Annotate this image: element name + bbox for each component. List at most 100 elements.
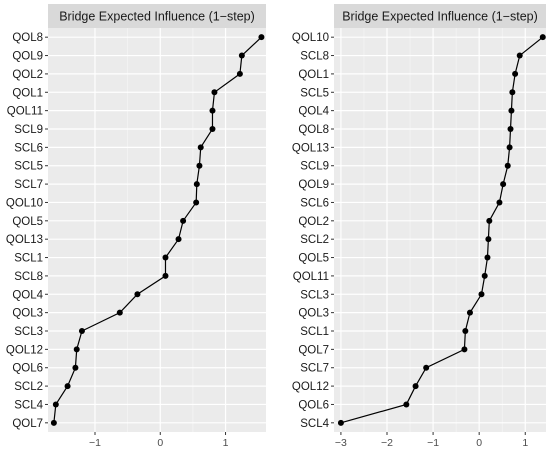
y-tick-label: QOL12 (292, 381, 329, 393)
data-point (512, 70, 519, 77)
y-tick-label: QOL1 (12, 87, 43, 99)
y-tick-label: SCL9 (14, 124, 43, 136)
panel-strip (48, 4, 266, 28)
y-tick-label: SCL8 (14, 271, 43, 283)
series-line (53, 36, 262, 423)
y-tick-label: SCL6 (300, 197, 329, 209)
y-tick-label: QOL6 (298, 399, 329, 411)
chart-panel-1: Bridge Expected Influence (1−step) −1 0 1 QO… (6, 4, 266, 449)
data-point (116, 309, 123, 316)
y-tick-label: QOL7 (12, 418, 43, 430)
y-tick-label: QOL4 (12, 289, 43, 301)
y-tick-label: QOL2 (12, 69, 43, 81)
data-point (211, 89, 218, 96)
x-tick-label: 0 (476, 437, 482, 449)
y-tick-label: QOL11 (293, 271, 329, 283)
x-tick-label: −2 (381, 437, 393, 449)
data-point (484, 254, 491, 261)
data-point (481, 272, 488, 279)
x-tick-label: −3 (335, 437, 347, 449)
data-point (508, 107, 515, 114)
data-point (485, 236, 492, 243)
y-tick-label: QOL3 (12, 308, 43, 320)
y-tick-label: SCL4 (300, 418, 329, 430)
y-tick-label: QOL9 (12, 51, 43, 63)
y-tick-label: SCL1 (14, 253, 43, 265)
data-point (134, 291, 141, 298)
x-tick-label: 0 (157, 437, 163, 449)
y-tick-label: QOL10 (292, 32, 329, 44)
data-point (197, 144, 204, 151)
data-point (496, 199, 503, 206)
y-tick-label: SCL5 (14, 161, 43, 173)
data-point (506, 144, 513, 151)
y-tick-label: SCL5 (300, 87, 329, 99)
data-point (486, 217, 493, 224)
y-tick-label: QOL12 (6, 344, 43, 356)
data-point (504, 162, 511, 169)
data-point (516, 52, 523, 59)
data-point (72, 364, 79, 371)
data-point (478, 291, 485, 298)
y-tick-label: QOL1 (298, 69, 329, 81)
data-point (193, 199, 200, 206)
y-tick-label: SCL2 (300, 234, 329, 246)
y-tick-label: SCL7 (14, 179, 43, 191)
y-tick-label: SCL9 (300, 161, 329, 173)
data-point (73, 346, 80, 353)
data-point (466, 309, 473, 316)
data-point (337, 419, 344, 426)
data-point (52, 401, 59, 408)
y-tick-label: QOL8 (298, 124, 329, 136)
y-tick-label: QOL11 (7, 106, 43, 118)
y-tick-label: SCL2 (14, 381, 43, 393)
y-tick-label: QOL5 (12, 216, 43, 228)
data-point (236, 70, 243, 77)
y-tick-label: QOL7 (298, 344, 329, 356)
data-point (423, 364, 430, 371)
data-point (462, 328, 469, 334)
y-tick-label: SCL1 (300, 326, 329, 338)
y-tick-label: QOL4 (298, 106, 329, 118)
data-point (412, 383, 419, 390)
panel-title: Bridge Expected Influence (1−step) (342, 10, 538, 24)
data-point (209, 126, 216, 132)
panel-strip (334, 4, 546, 28)
y-tick-label: SCL3 (300, 289, 329, 301)
y-tick-label: SCL6 (14, 142, 43, 154)
y-tick-label: QOL13 (292, 142, 329, 154)
data-point (162, 272, 169, 279)
data-point (162, 254, 169, 261)
data-point (403, 401, 410, 408)
plot-background (334, 28, 546, 432)
data-point (78, 328, 85, 334)
data-point (461, 346, 468, 353)
data-point (209, 107, 216, 114)
series-line (340, 36, 544, 424)
data-point (500, 181, 507, 188)
y-tick-label: QOL3 (298, 308, 329, 320)
data-point (509, 89, 516, 96)
y-tick-label: QOL9 (298, 179, 329, 191)
y-tick-label: SCL7 (300, 363, 329, 375)
y-tick-label: QOL10 (6, 197, 43, 209)
data-point (50, 419, 57, 426)
chart-panel-2: Bridge Expected Influence (1−step) −3 −2 −1… (292, 4, 546, 449)
data-point (180, 217, 187, 224)
data-point (193, 181, 200, 188)
data-point (175, 236, 182, 243)
data-point (196, 162, 203, 169)
x-tick-label: 1 (223, 437, 229, 449)
y-tick-label: SCL8 (300, 51, 329, 63)
y-tick-label: QOL13 (6, 234, 43, 246)
y-tick-label: SCL3 (14, 326, 43, 338)
data-point (258, 34, 265, 41)
data-point (507, 126, 514, 132)
y-tick-label: SCL4 (14, 399, 43, 411)
data-point (539, 34, 546, 41)
plot-background (48, 28, 266, 432)
data-point (64, 383, 71, 390)
x-tick-label: −1 (89, 437, 101, 449)
panel-title: Bridge Expected Influence (1−step) (59, 10, 255, 24)
